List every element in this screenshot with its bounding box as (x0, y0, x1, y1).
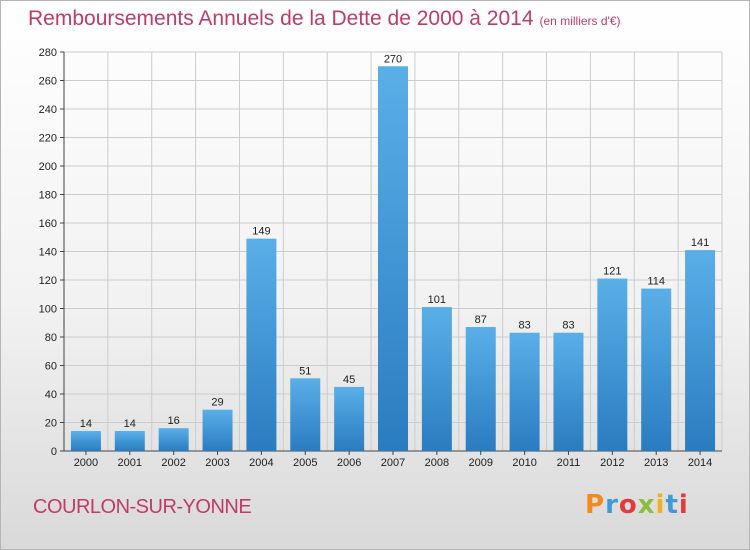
x-tick-label-2007: 2007 (381, 457, 405, 469)
value-label-2011: 83 (562, 320, 574, 332)
y-tick-label-280: 280 (39, 47, 57, 59)
bar-2011 (553, 332, 584, 451)
bar-2013 (641, 288, 672, 451)
bar-2009 (465, 327, 496, 451)
value-label-2001: 14 (124, 418, 136, 430)
logo-letter-5: t (665, 490, 679, 520)
x-tick-label-2003: 2003 (205, 457, 229, 469)
x-tick-label-2002: 2002 (161, 457, 185, 469)
bar-2007 (378, 66, 408, 451)
logo-letter-2: o (618, 490, 638, 520)
y-tick-label-100: 100 (39, 304, 57, 316)
bar-2014 (685, 250, 716, 451)
logo-letter-1: r (605, 490, 619, 520)
bar-2001 (114, 431, 145, 451)
y-tick-label-40: 40 (45, 389, 57, 401)
y-tick-label-240: 240 (39, 104, 57, 116)
value-label-2013: 114 (647, 276, 665, 288)
city-name: COURLON-SUR-YONNE (33, 496, 252, 518)
bar-2008 (421, 307, 452, 451)
value-label-2012: 121 (603, 266, 621, 278)
x-tick-label-2005: 2005 (293, 457, 317, 469)
y-tick-label-20: 20 (45, 418, 57, 430)
y-tick-label-60: 60 (45, 361, 57, 373)
x-tick-label-2004: 2004 (249, 457, 273, 469)
value-label-2007: 270 (384, 53, 402, 65)
logo-letter-4: i (655, 490, 666, 520)
x-tick-label-2012: 2012 (600, 457, 624, 469)
y-tick-label-200: 200 (39, 161, 57, 173)
value-label-2008: 101 (428, 294, 446, 306)
label-layer: 14 14 16 29 149 51 45 270 101 87 83 83 121 114 141 (80, 53, 709, 430)
bar-2004 (246, 238, 277, 451)
value-label-2006: 45 (343, 374, 355, 386)
y-tick-label-180: 180 (39, 190, 57, 202)
y-tick-label-220: 220 (39, 133, 57, 145)
bar-2012 (597, 278, 628, 451)
y-tick-label-80: 80 (45, 332, 57, 344)
y-tick-label-260: 260 (39, 76, 57, 88)
proxiti-logo: Proxiti (585, 490, 689, 520)
bar-2005 (290, 378, 321, 451)
value-label-2009: 87 (475, 314, 487, 326)
value-label-2000: 14 (80, 418, 92, 430)
y-tick-label-140: 140 (39, 247, 57, 259)
title-text: Remboursements Annuels de la Dette de 20… (28, 7, 534, 30)
bar-2006 (334, 386, 365, 451)
x-tick-label-2000: 2000 (74, 457, 98, 469)
title-unit: (en milliers d'€) (539, 14, 621, 28)
bar-2002 (158, 428, 189, 451)
x-tick-label-2011: 2011 (557, 457, 581, 469)
x-tick-label-2009: 2009 (468, 457, 492, 469)
chart-title: Remboursements Annuels de la Dette de 20… (28, 7, 621, 31)
bar-2003 (202, 409, 233, 451)
logo-letter-0: P (585, 490, 606, 520)
y-tick-label-120: 120 (39, 275, 57, 287)
bar-layer (70, 66, 716, 451)
x-tick-label-2014: 2014 (688, 457, 712, 469)
value-label-2004: 149 (252, 226, 270, 238)
value-label-2014: 141 (691, 237, 709, 249)
x-tick-label-2006: 2006 (337, 457, 361, 469)
logo-letter-3: x (637, 490, 656, 520)
value-label-2005: 51 (299, 365, 311, 377)
bar-2000 (70, 431, 101, 451)
x-tick-label-2008: 2008 (425, 457, 449, 469)
value-label-2010: 83 (518, 320, 530, 332)
x-tick-label-2001: 2001 (118, 457, 142, 469)
x-tick-label-2013: 2013 (644, 457, 668, 469)
x-tick-label-2010: 2010 (512, 457, 536, 469)
logo-letter-6: i (678, 490, 689, 520)
value-label-2003: 29 (211, 397, 223, 409)
value-label-2002: 16 (168, 415, 180, 427)
y-tick-label-160: 160 (39, 218, 57, 230)
bar-2010 (509, 332, 540, 451)
y-tick-label-0: 0 (51, 446, 57, 458)
